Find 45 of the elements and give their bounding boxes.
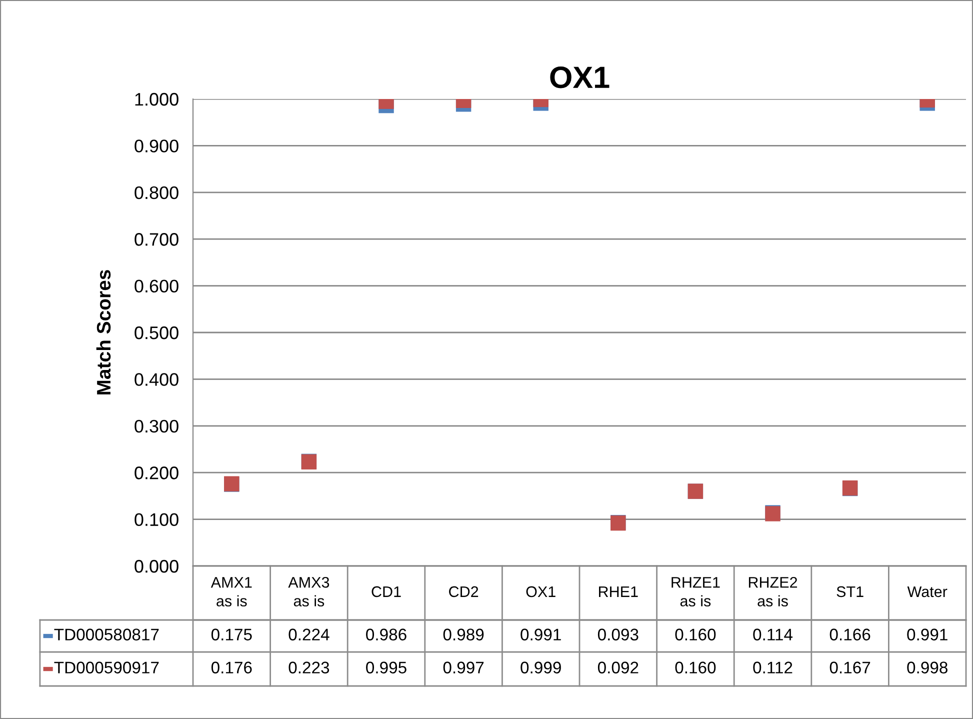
data-label: 0.093 bbox=[598, 628, 638, 640]
data-label: 0.112 bbox=[753, 662, 792, 674]
data-label: 0.998 bbox=[907, 662, 948, 674]
y-tick-label: 0.700 bbox=[134, 233, 178, 246]
data-label: 0.166 bbox=[830, 628, 870, 640]
x-tick-label: OX1 bbox=[526, 586, 556, 598]
data-label: 0.223 bbox=[288, 662, 330, 674]
x-tick-label: RHZE2 as is bbox=[748, 576, 798, 606]
x-tick-label: AMX1 as is bbox=[210, 577, 252, 606]
chart-title: OX1 bbox=[550, 66, 610, 88]
data-label: 0.160 bbox=[675, 662, 716, 674]
data-label: 0.991 bbox=[907, 628, 948, 640]
data-label: 0.999 bbox=[520, 662, 561, 674]
data-label: 0.176 bbox=[211, 662, 252, 674]
data-label: 0.092 bbox=[598, 662, 638, 674]
data-label: 0.114 bbox=[753, 628, 793, 640]
legend-label: TD000590917 bbox=[54, 662, 159, 674]
y-tick-label: 0.000 bbox=[134, 560, 178, 573]
data-label: 0.989 bbox=[443, 628, 484, 640]
legend-label: TD000580817 bbox=[54, 628, 159, 640]
y-tick-label: 0.800 bbox=[134, 186, 178, 200]
y-tick-label: 0.100 bbox=[134, 513, 178, 526]
x-tick-label: RHE1 bbox=[599, 586, 638, 597]
data-label: 0.986 bbox=[366, 628, 406, 640]
y-tick-label: 0.600 bbox=[134, 280, 178, 293]
x-tick-label: ST1 bbox=[836, 586, 864, 598]
y-axis-title: Match Scores bbox=[96, 270, 111, 394]
x-tick-label: CD2 bbox=[449, 586, 478, 598]
x-tick-label: Water bbox=[907, 586, 948, 598]
y-tick-label: 0.500 bbox=[134, 326, 178, 340]
x-tick-label: CD1 bbox=[372, 586, 401, 598]
y-tick-label: 0.400 bbox=[134, 373, 178, 386]
data-label: 0.167 bbox=[830, 662, 870, 674]
data-label: 0.224 bbox=[288, 628, 330, 640]
data-label: 0.995 bbox=[366, 662, 406, 674]
data-label: 0.997 bbox=[443, 662, 484, 674]
y-tick-label: 0.900 bbox=[134, 140, 178, 152]
y-tick-label: 1.000 bbox=[135, 92, 178, 106]
data-label: 0.160 bbox=[675, 628, 716, 640]
y-tick-label: 0.200 bbox=[134, 466, 178, 480]
x-tick-label: AMX3 as is bbox=[288, 576, 330, 606]
x-tick-label: RHZE1 as is bbox=[672, 577, 720, 606]
data-label: 0.991 bbox=[520, 628, 561, 640]
y-tick-label: 0.300 bbox=[134, 420, 178, 433]
data-label: 0.175 bbox=[211, 628, 252, 640]
